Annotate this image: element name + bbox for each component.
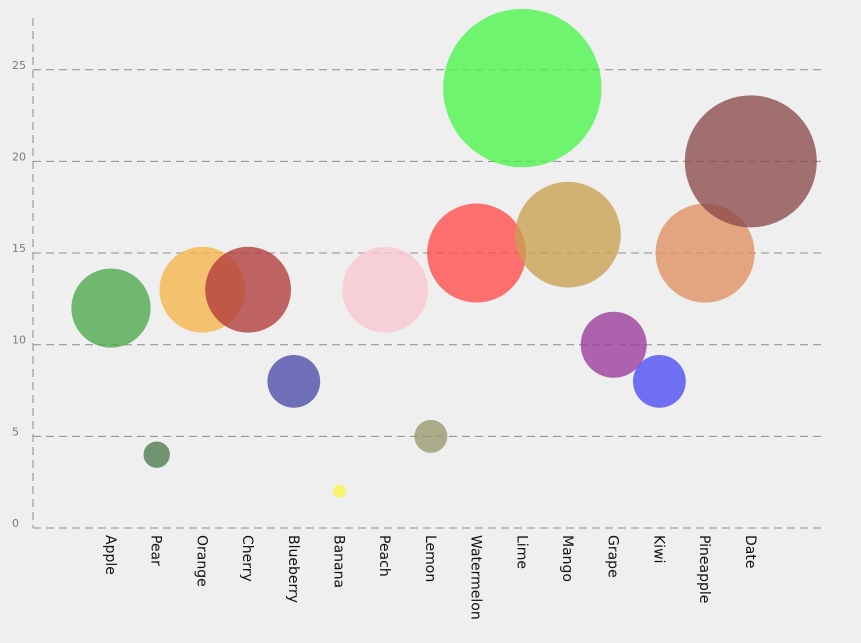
y-tick-label: 10 bbox=[12, 334, 26, 347]
x-tick-label-grape: Grape bbox=[605, 535, 621, 578]
bubble-lemon bbox=[414, 419, 448, 453]
x-tick-label-mango: Mango bbox=[559, 535, 575, 582]
x-tick-label-cherry: Cherry bbox=[239, 535, 255, 582]
bubble-lime bbox=[443, 8, 602, 168]
x-tick-label-pear: Pear bbox=[148, 535, 164, 566]
x-tick-label-apple: Apple bbox=[102, 535, 118, 575]
bubble-date bbox=[684, 95, 817, 228]
bubble-watermelon bbox=[427, 203, 527, 303]
x-tick-label-lemon: Lemon bbox=[422, 535, 438, 582]
bubble-peach bbox=[342, 246, 429, 333]
bubble-kiwi bbox=[633, 354, 686, 408]
y-tick-label: 0 bbox=[12, 517, 19, 530]
x-tick-label-kiwi: Kiwi bbox=[650, 535, 666, 563]
bubble-banana bbox=[332, 484, 347, 498]
x-tick-label-date: Date bbox=[742, 535, 758, 568]
y-tick-label: 20 bbox=[12, 150, 26, 163]
bubble-grape bbox=[580, 311, 647, 378]
y-tick-label: 15 bbox=[12, 242, 26, 255]
y-tick-label: 25 bbox=[12, 59, 26, 72]
x-tick-labels: Apple Pear Orange Cherry Blueberry Banana Peac… bbox=[102, 535, 758, 620]
bubble-mango bbox=[515, 181, 621, 288]
x-tick-label-lime: Lime bbox=[513, 535, 529, 569]
bubble-pear bbox=[143, 441, 170, 468]
bubble-cherry bbox=[205, 246, 291, 333]
x-tick-label-blueberry: Blueberry bbox=[285, 535, 301, 603]
x-tick-label-peach: Peach bbox=[376, 535, 392, 577]
x-tick-label-watermelon: Watermelon bbox=[468, 535, 484, 620]
x-tick-label-banana: Banana bbox=[331, 535, 347, 588]
bubble-blueberry bbox=[267, 354, 321, 408]
x-tick-label-pineapple: Pineapple bbox=[696, 535, 712, 603]
bubbles bbox=[71, 8, 817, 498]
bubble-pineapple bbox=[655, 203, 755, 303]
bubble-apple bbox=[71, 268, 151, 348]
x-tick-label-orange: Orange bbox=[193, 535, 209, 587]
y-axis: 0 5 10 15 20 25 bbox=[12, 18, 34, 530]
y-tick-label: 5 bbox=[12, 425, 19, 438]
